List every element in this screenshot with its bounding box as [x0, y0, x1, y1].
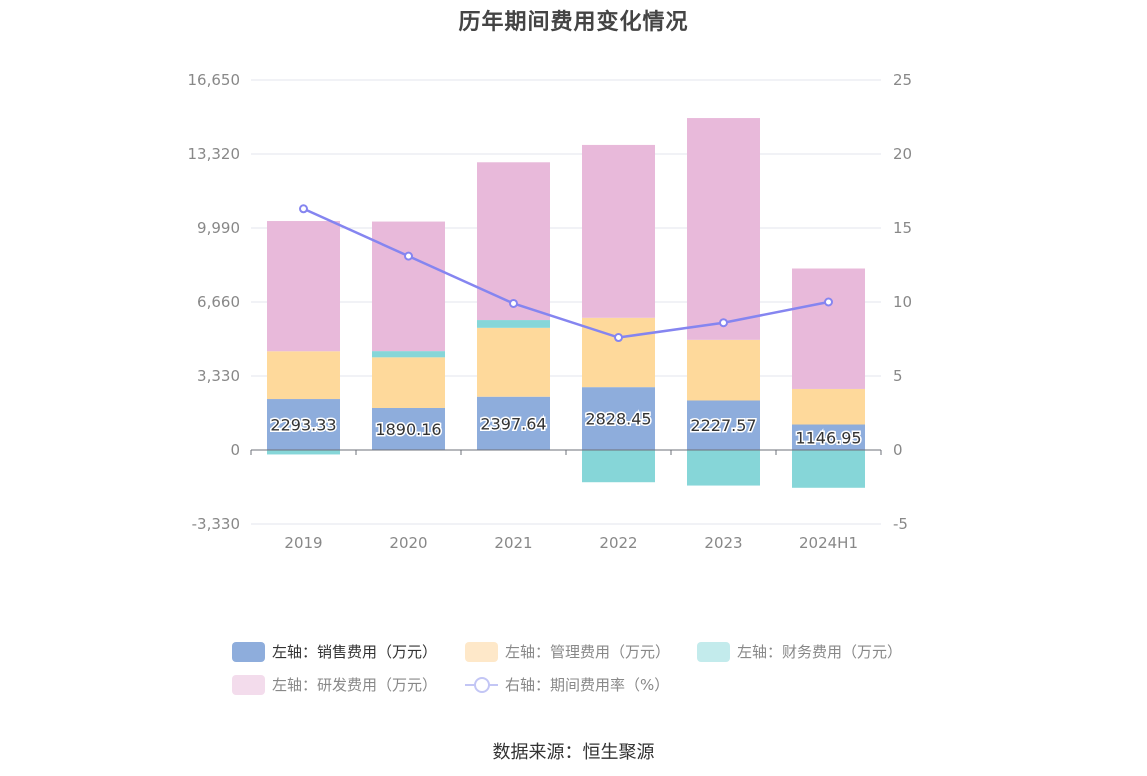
bar-segment: [792, 424, 865, 450]
bar-segment: [267, 221, 340, 352]
bar-segment: [267, 450, 340, 455]
legend-swatch-rate: [465, 675, 498, 695]
bar-segment: [687, 339, 760, 401]
x-axis-tick-label: 2023: [704, 534, 742, 552]
bar-segment: [582, 144, 655, 318]
bar-data-label: 1890.16: [375, 420, 441, 439]
x-axis-tick-label: 2020: [389, 534, 427, 552]
right-axis-tick-label: 0: [893, 441, 903, 459]
rate-line-point: [404, 251, 413, 261]
rate-line-point: [719, 318, 728, 328]
right-axis-tick-label: 15: [893, 219, 912, 237]
legend-label-rate: 右轴：期间费用率（%）: [505, 676, 670, 694]
bar-segment: [477, 320, 550, 328]
legend-item-rate[interactable]: 右轴：期间费用率（%）: [465, 674, 669, 695]
legend-item-finance[interactable]: 左轴：财务费用（万元）: [697, 641, 902, 662]
legend-label-finance: 左轴：财务费用（万元）: [737, 643, 903, 661]
rate-line-point: [614, 333, 623, 343]
left-axis-tick-label: 16,650: [188, 71, 241, 89]
bar-segment: [372, 357, 445, 408]
left-axis-tick-label: 3,330: [197, 367, 240, 385]
bar-segment: [372, 407, 445, 450]
bar-segment: [687, 400, 760, 450]
x-axis-labels: 2019 2020 2021 2022 2023 2024H1: [284, 534, 858, 552]
left-axis-tick-label: 9,990: [197, 219, 240, 237]
bar-data-label: 2227.57: [690, 416, 756, 435]
bar-segment: [372, 351, 445, 358]
bar-segment: [687, 450, 760, 486]
bar-segment: [267, 351, 340, 400]
legend-item-sales[interactable]: 左轴：销售费用（万元）: [232, 641, 437, 662]
rate-line-series: [299, 204, 833, 343]
legend-swatch-sales: [232, 641, 265, 662]
chart-title: 历年期间费用变化情况: [458, 10, 689, 35]
grid-lines: [251, 79, 881, 525]
bar-segment: [477, 162, 550, 321]
left-axis-tick-label: -3,330: [192, 515, 240, 533]
left-axis-tick-label: 13,320: [188, 145, 241, 163]
right-axis-tick-label: 25: [893, 71, 912, 89]
x-axis-tick-label: 2024H1: [799, 534, 858, 552]
x-axis-tick-label: 2022: [599, 534, 637, 552]
left-axis-tick-label: 0: [230, 441, 240, 459]
bar-segment: [372, 221, 445, 352]
bar-data-label: 2293.33: [270, 416, 336, 435]
bar-segment: [477, 396, 550, 450]
bar-data-label: 2397.64: [480, 414, 546, 433]
legend-swatch-finance: [697, 641, 730, 662]
rate-line-point: [299, 204, 308, 214]
bar-segment: [267, 399, 340, 450]
right-axis-tick-label: 10: [893, 293, 912, 311]
bar-segment: [477, 327, 550, 397]
bar-data-label: 1146.95: [795, 428, 861, 447]
rate-line-point: [824, 297, 833, 307]
right-axis-tick-label: 5: [893, 367, 903, 385]
rate-line-point: [509, 298, 518, 308]
bar-segment: [792, 450, 865, 488]
legend-label-sales: 左轴：销售费用（万元）: [272, 643, 438, 661]
left-axis: 16,650 13,320 9,990 6,660 3,330 0 -3,330: [188, 71, 241, 533]
data-source: 数据来源：恒生聚源: [492, 742, 655, 763]
rate-line: [302, 207, 829, 339]
legend-label-admin: 左轴：管理费用（万元）: [505, 643, 671, 661]
left-axis-tick-label: 6,660: [197, 293, 240, 311]
bar-segment: [687, 118, 760, 340]
bar-data-label: 2828.45: [585, 410, 651, 429]
right-axis-tick-label: 20: [893, 145, 912, 163]
right-axis: 25 20 15 10 5 0 -5: [893, 71, 912, 533]
bar-segment: [582, 387, 655, 450]
legend-label-rnd: 左轴：研发费用（万元）: [272, 676, 438, 694]
bar-data-labels: 2293.33 1890.16 2397.64 2828.45 2227.57 1146.…: [269, 408, 863, 449]
bar-segment: [582, 450, 655, 483]
x-axis-tick-label: 2021: [494, 534, 532, 552]
legend-item-admin[interactable]: 左轴：管理费用（万元）: [465, 641, 670, 662]
bar-segment: [792, 268, 865, 389]
bar-series: [267, 118, 865, 488]
legend-item-rnd[interactable]: 左轴：研发费用（万元）: [232, 674, 437, 695]
legend-swatch-rnd: [232, 674, 265, 695]
x-axis-tick-label: 2019: [284, 534, 322, 552]
right-axis-tick-label: -5: [893, 515, 908, 533]
x-axis: [250, 449, 882, 455]
bar-segment: [792, 388, 865, 425]
legend-swatch-admin: [465, 641, 498, 662]
